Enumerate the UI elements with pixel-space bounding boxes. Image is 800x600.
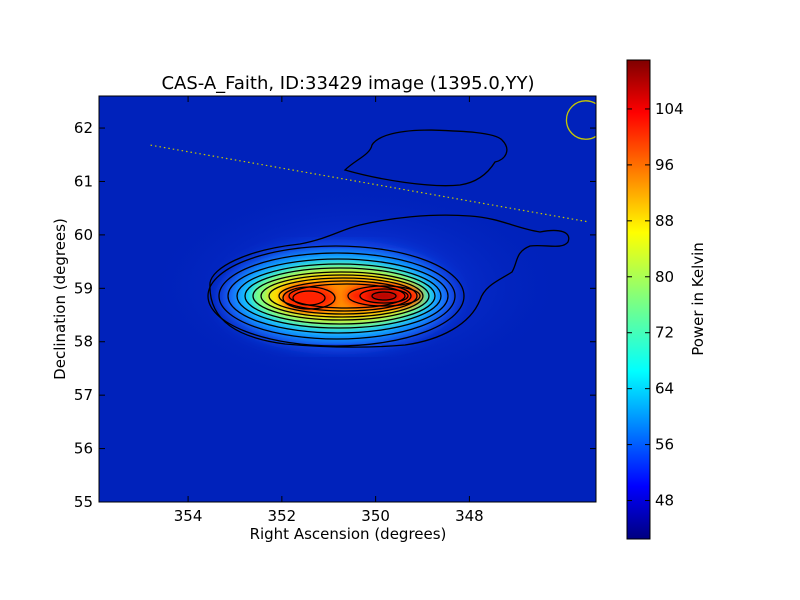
y-tick-label: 59	[74, 279, 93, 297]
contour-right-peak-3	[371, 291, 397, 301]
colorbar-tick-label: 64	[655, 380, 674, 398]
contour-right-peak-2	[359, 288, 409, 304]
plot-area	[98, 95, 597, 503]
contour-6	[252, 271, 430, 321]
x-tick-label: 348	[455, 507, 484, 525]
y-tick-label: 61	[74, 172, 93, 190]
x-tick-label: 352	[268, 507, 297, 525]
contour-left-peak-1	[282, 286, 336, 310]
colorbar-tick-label: 80	[655, 268, 674, 286]
colorbar-tick-label: 88	[655, 212, 674, 230]
contour-left-peak-2	[292, 290, 326, 306]
x-tick-label: 350	[361, 507, 390, 525]
colorbar-tick-label: 96	[655, 156, 674, 174]
contour-2	[218, 252, 456, 340]
contour-9	[278, 280, 412, 312]
contour-7	[260, 274, 424, 318]
x-axis-label: Right Ascension (degrees)	[250, 525, 447, 543]
y-tick-label: 57	[74, 386, 93, 404]
colorbar-gradient	[626, 59, 651, 540]
colorbar-tick-label: 104	[655, 100, 684, 118]
contour-4	[236, 263, 442, 329]
y-tick-label: 60	[74, 226, 93, 244]
colorbar-ticks: 48 56 64 72 80 88 96 104	[627, 100, 684, 510]
contour-right-peak-1	[347, 285, 421, 307]
x-tick-label: 354	[174, 507, 203, 525]
contours	[207, 129, 570, 348]
plot-frame	[98, 95, 597, 503]
contour-5	[244, 267, 436, 325]
contour-1	[207, 245, 465, 347]
contour-top-island	[343, 129, 508, 187]
y-axis-ticks: 55 56 57 58 59 60 61 62	[74, 119, 596, 511]
y-axis-label: Declination (degrees)	[51, 218, 69, 380]
colorbar-label: Power in Kelvin	[689, 242, 707, 356]
y-tick-label: 56	[74, 440, 93, 458]
heatmap-image	[145, 100, 596, 392]
contour-outer	[209, 214, 570, 348]
blob-red-left	[283, 285, 335, 311]
chart-title: CAS-A_Faith, ID:33429 image (1395.0,YY)	[161, 73, 534, 94]
colorbar-tick-label: 48	[655, 492, 674, 510]
y-tick-label: 55	[74, 493, 93, 511]
colorbar-tick-label: 72	[655, 324, 674, 342]
contour-8	[268, 277, 418, 315]
colorbar: 48 56 64 72 80 88 96 104 Power in Kelvin	[626, 59, 707, 540]
beam-circle	[565, 100, 596, 140]
y-tick-label: 58	[74, 333, 93, 351]
galactic-plane-line	[150, 144, 587, 223]
y-tick-label: 62	[74, 119, 93, 137]
contour-3	[227, 258, 449, 334]
contour-10	[288, 283, 406, 309]
x-axis-ticks: 354 352 350 348	[174, 96, 484, 525]
colorbar-tick-label: 56	[655, 436, 674, 454]
